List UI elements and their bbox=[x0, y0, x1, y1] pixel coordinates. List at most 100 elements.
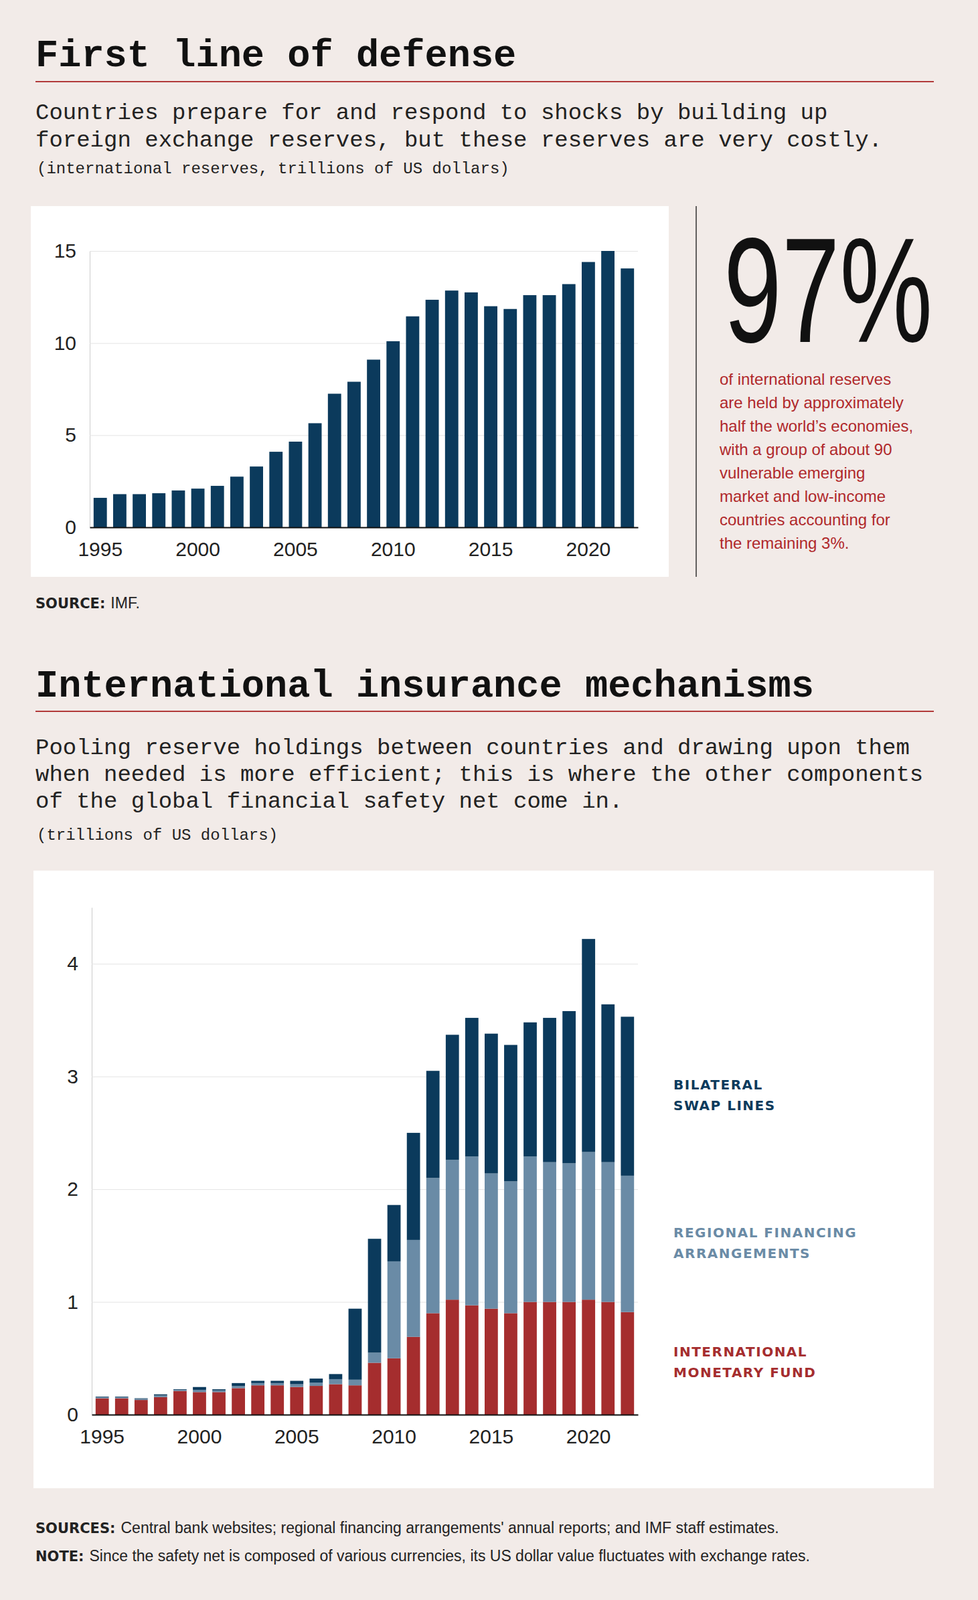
chart-title: First line of defense bbox=[35, 34, 517, 78]
bar-segment bbox=[368, 1352, 382, 1363]
background bbox=[0, 0, 978, 1600]
bar-segment bbox=[387, 1358, 401, 1416]
bar-segment bbox=[329, 1374, 343, 1380]
bar-segment bbox=[192, 1392, 207, 1416]
y-tick-label: 0 bbox=[64, 516, 77, 539]
bar-segment bbox=[465, 1306, 479, 1416]
x-axis: 199520002005201020152020 bbox=[77, 527, 638, 561]
bar-segment bbox=[153, 1397, 168, 1416]
bar bbox=[366, 359, 381, 528]
grid-line bbox=[91, 1415, 638, 1416]
callout-text: with a group of about 90 bbox=[718, 440, 893, 459]
bar-segment bbox=[562, 1011, 576, 1164]
bar-segment bbox=[445, 1034, 460, 1161]
bar bbox=[132, 494, 146, 528]
x-tick: 2015 bbox=[468, 527, 514, 561]
x-tick-label: 1995 bbox=[79, 1425, 125, 1448]
callout-divider bbox=[695, 206, 697, 578]
bar-segment bbox=[620, 1176, 634, 1313]
grid-line bbox=[89, 527, 638, 529]
x-tick-label: 2020 bbox=[566, 538, 612, 561]
callout-text: countries accounting for bbox=[719, 510, 891, 529]
source-text: Central bank websites; regional financin… bbox=[120, 1519, 779, 1537]
bar-segment bbox=[426, 1071, 440, 1179]
bar bbox=[523, 295, 537, 528]
x-tick-label: 2015 bbox=[469, 1425, 515, 1448]
x-tick-label: 1995 bbox=[77, 538, 123, 561]
bar bbox=[269, 451, 283, 528]
x-tick: 1995 bbox=[79, 1415, 125, 1448]
bar-segment bbox=[251, 1380, 265, 1383]
bar-segment bbox=[309, 1378, 323, 1383]
bar bbox=[542, 295, 557, 528]
bar-segment bbox=[231, 1383, 246, 1387]
bar bbox=[581, 262, 596, 528]
bar-segment bbox=[542, 1162, 557, 1303]
bar-segment bbox=[153, 1395, 168, 1397]
bar bbox=[347, 381, 361, 528]
bar-segment bbox=[115, 1397, 129, 1399]
y-axis: 051015 bbox=[54, 239, 638, 539]
bar-segment bbox=[348, 1309, 363, 1381]
source-label: SOURCES: bbox=[35, 1520, 116, 1537]
bar-segment bbox=[504, 1181, 518, 1314]
bar-segment bbox=[465, 1018, 479, 1157]
bar-segment bbox=[289, 1384, 304, 1388]
subtitle: when needed is more efficient; this is w… bbox=[35, 762, 924, 788]
y-tick-label: 4 bbox=[66, 952, 79, 975]
x-axis: 199520002005201020152020 bbox=[79, 1415, 638, 1448]
callout-figure: 97% bbox=[723, 207, 933, 374]
source-label: SOURCE: bbox=[35, 595, 106, 612]
x-tick-label: 2000 bbox=[175, 538, 221, 561]
bars bbox=[93, 251, 634, 528]
x-tick: 2010 bbox=[371, 1415, 417, 1448]
bar bbox=[406, 316, 420, 528]
y-tick-label: 1 bbox=[66, 1291, 79, 1314]
bar-segment bbox=[95, 1397, 110, 1399]
y-axis-line bbox=[91, 908, 93, 1416]
legend-line: SWAP LINES bbox=[673, 1097, 776, 1114]
bar-segment bbox=[309, 1382, 323, 1387]
bar-segment bbox=[445, 1299, 460, 1416]
bar bbox=[464, 292, 478, 528]
bar-segment bbox=[601, 1162, 615, 1303]
bar-segment bbox=[251, 1385, 265, 1416]
bar-segment bbox=[289, 1380, 304, 1385]
bar bbox=[308, 423, 322, 528]
bar-segment bbox=[581, 939, 596, 1153]
bar-segment bbox=[270, 1383, 284, 1386]
bar-segment bbox=[134, 1398, 148, 1400]
source-line: SOURCE:IMF. bbox=[35, 594, 140, 612]
bar-segment bbox=[231, 1386, 246, 1389]
grid-line bbox=[89, 251, 638, 252]
bar-segment bbox=[368, 1363, 382, 1416]
bar-segment bbox=[270, 1380, 284, 1383]
bar-segment bbox=[387, 1261, 401, 1359]
bar bbox=[620, 268, 634, 528]
bar-segment bbox=[620, 1312, 634, 1416]
y-tick-label: 3 bbox=[66, 1065, 79, 1088]
bar-segment bbox=[523, 1302, 537, 1416]
callout-text: market and low-income bbox=[719, 487, 886, 506]
grid-line bbox=[91, 963, 638, 965]
title-rule bbox=[35, 80, 934, 83]
source-line: SOURCES:Central bank websites; regional … bbox=[35, 1519, 780, 1537]
y-tick-label: 15 bbox=[54, 239, 77, 262]
note-label: NOTE: bbox=[35, 1549, 85, 1566]
bar-segment bbox=[95, 1399, 110, 1416]
note-text: Since the safety net is composed of vari… bbox=[89, 1547, 810, 1566]
legend-entry: BILATERAL SWAP LINES bbox=[673, 1077, 776, 1114]
bar-segment bbox=[406, 1240, 421, 1338]
x-tick-label: 2010 bbox=[371, 1425, 417, 1448]
bar-segment bbox=[562, 1302, 576, 1416]
bar bbox=[191, 488, 205, 528]
bar-segment bbox=[289, 1387, 304, 1416]
callout-text: are held by approximately bbox=[719, 393, 904, 412]
bar-segment bbox=[426, 1178, 440, 1314]
bar-segment bbox=[309, 1386, 323, 1416]
bar-segment bbox=[95, 1397, 110, 1400]
bar-segment bbox=[523, 1022, 537, 1157]
bar-segment bbox=[484, 1309, 499, 1416]
source-text: IMF. bbox=[110, 594, 140, 612]
bar bbox=[483, 306, 498, 528]
